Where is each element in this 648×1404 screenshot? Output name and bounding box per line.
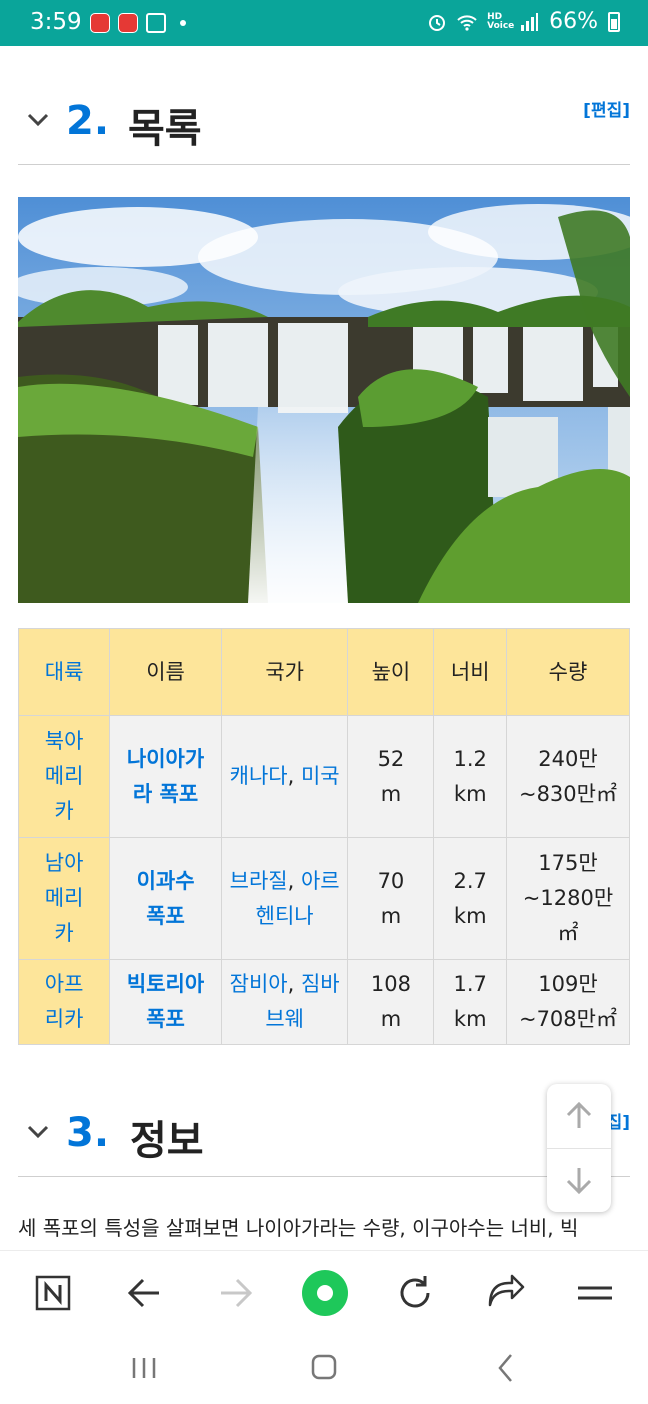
continent-link[interactable]: 북아메리카	[17, 715, 111, 838]
table-row: 북아메리카 나이아가라 폭포 캐나다, 미국 52 m 1.2 km 240만~…	[17, 715, 631, 838]
section-heading-list: 2. 목록 [편집]	[18, 74, 630, 165]
section-title: 정보	[130, 1118, 204, 1164]
signal-icon	[521, 12, 539, 31]
flow-cell: 109만~708만㎡	[505, 959, 631, 1045]
recent-apps-icon[interactable]	[124, 1350, 164, 1386]
scroll-top-button[interactable]	[547, 1084, 611, 1148]
edit-link[interactable]: [편집]	[583, 101, 630, 121]
clock: 3:59	[30, 9, 82, 35]
country-cell: 브라질, 아르헨티나	[220, 837, 349, 960]
country-link[interactable]: 짐바브웨	[265, 972, 340, 1031]
table-row: 아프리카 빅토리아 폭포 잠비아, 짐바브웨 108 m 1.7 km 109만…	[17, 959, 631, 1045]
battery-percent: 66%	[549, 9, 598, 34]
arrow-right-icon	[221, 1278, 253, 1308]
wifi-icon	[457, 14, 477, 31]
arrow-left-icon	[127, 1278, 159, 1308]
share-button[interactable]	[481, 1269, 529, 1317]
waterfall-photo	[18, 197, 630, 603]
app-notification-icon	[118, 13, 138, 33]
header-height: 높이	[347, 628, 435, 716]
header-name: 이름	[109, 628, 222, 716]
collapse-chevron-icon[interactable]	[26, 1120, 50, 1144]
section-title: 목록	[128, 106, 202, 152]
height-cell: 108 m	[347, 959, 435, 1045]
back-nav-icon[interactable]	[486, 1350, 526, 1386]
arrow-down-icon	[566, 1168, 592, 1195]
country-link[interactable]: 미국	[300, 764, 340, 788]
green-dot-button[interactable]	[301, 1269, 349, 1317]
green-dot-icon	[302, 1270, 348, 1316]
width-cell: 1.7 km	[433, 959, 507, 1045]
scroll-controls	[547, 1084, 611, 1212]
waterfalls-table: 대륙 이름 국가 높이 너비 수량 북아메리카 나이아가라 폭포 캐나다, 미국…	[17, 628, 631, 1045]
calendar-icon	[146, 13, 166, 33]
home-icon[interactable]	[304, 1350, 344, 1386]
paragraph-text: 세 폭포의 특성을 살펴보면 나이아가라는 수량, 이구아수는 너비, 빅	[18, 1216, 579, 1240]
waterfall-name-link[interactable]: 빅토리아 폭포	[109, 959, 222, 1045]
status-bar: 3:59 HD Voice 66%	[0, 0, 648, 46]
divider	[547, 1148, 611, 1149]
country-link[interactable]: 아르헨티나	[255, 868, 340, 928]
table-header-row: 대륙 이름 국가 높이 너비 수량	[17, 628, 631, 716]
continent-link[interactable]: 아프리카	[17, 959, 111, 1045]
section-heading-info: 3. 정보 [편집]	[18, 1086, 630, 1177]
share-arrow-icon	[488, 1274, 525, 1307]
width-cell: 1.2 km	[433, 715, 507, 838]
header-flow: 수량	[505, 628, 631, 716]
hd-voice-label: HD Voice	[487, 11, 515, 31]
back-button[interactable]	[121, 1269, 169, 1317]
waterfall-name-link[interactable]: 이과수 폭포	[109, 837, 222, 960]
section-number: 3.	[66, 1110, 110, 1156]
flow-cell: 175만~1280만㎡	[505, 837, 631, 960]
height-cell: 70 m	[347, 837, 435, 960]
section-number: 2.	[66, 98, 110, 144]
arrow-up-icon	[566, 1101, 592, 1128]
forward-button[interactable]	[211, 1269, 259, 1317]
width-cell: 2.7 km	[433, 837, 507, 960]
hamburger-menu-icon	[578, 1286, 612, 1300]
flow-cell: 240만~830만㎡	[505, 715, 631, 838]
naver-home-button[interactable]	[29, 1269, 77, 1317]
app-notification-icon	[90, 13, 110, 33]
header-width: 너비	[433, 628, 507, 716]
table-row: 남아메리카 이과수 폭포 브라질, 아르헨티나 70 m 2.7 km 175만…	[17, 837, 631, 960]
refresh-button[interactable]	[391, 1269, 439, 1317]
naver-n-icon	[35, 1275, 71, 1311]
scroll-bottom-button[interactable]	[547, 1148, 611, 1212]
waterfall-name-link[interactable]: 나이아가라 폭포	[109, 715, 222, 838]
battery-icon	[608, 11, 620, 32]
country-cell: 잠비아, 짐바브웨	[220, 959, 349, 1045]
header-country: 국가	[220, 628, 349, 716]
country-link[interactable]: 캐나다	[229, 764, 288, 788]
browser-toolbar	[0, 1250, 648, 1333]
menu-button[interactable]	[571, 1269, 619, 1317]
collapse-chevron-icon[interactable]	[26, 108, 50, 132]
country-cell: 캐나다, 미국	[220, 715, 349, 838]
system-navigation-bar	[0, 1332, 648, 1404]
header-continent: 대륙	[17, 628, 111, 716]
more-notifications-icon	[180, 20, 186, 26]
refresh-icon	[400, 1276, 430, 1308]
country-link[interactable]: 브라질	[229, 868, 288, 893]
height-cell: 52 m	[347, 715, 435, 838]
continent-link[interactable]: 남아메리카	[17, 837, 111, 960]
alarm-icon	[429, 14, 446, 31]
country-link[interactable]: 잠비아	[229, 972, 288, 996]
